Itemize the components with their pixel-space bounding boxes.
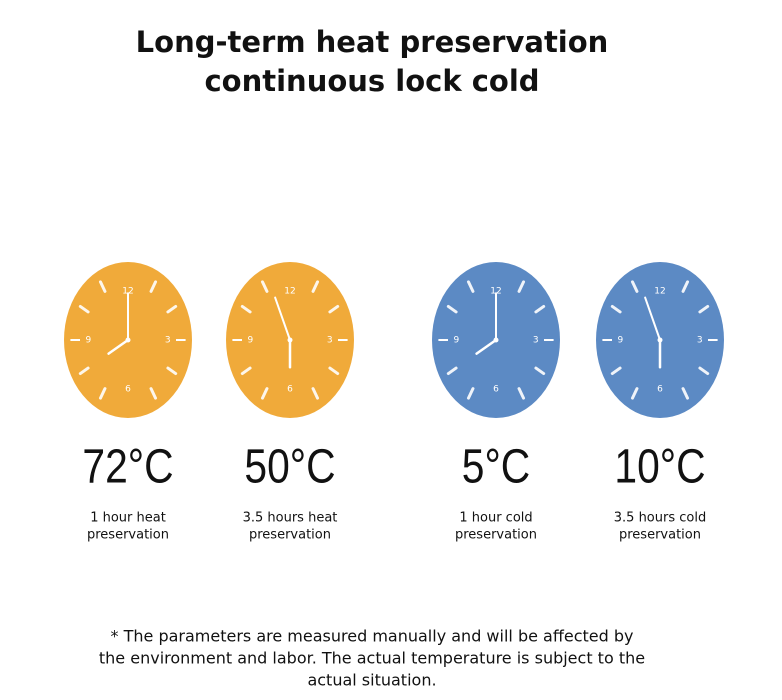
clock-tick: [681, 387, 690, 400]
clock-tick: [698, 366, 710, 376]
clock-tick: [149, 387, 158, 400]
clock-tick: [466, 387, 475, 400]
dial-number: 6: [657, 385, 663, 395]
temperature: 50°C: [244, 441, 335, 494]
clock-center: [287, 337, 293, 343]
clock-tick: [698, 304, 710, 314]
title-line: Long-term heat preservation: [136, 25, 609, 59]
dial-number: 9: [453, 336, 459, 346]
dial-number: 3: [697, 336, 703, 346]
clock-center: [125, 337, 131, 343]
clock-tick: [328, 366, 340, 376]
dial-number: 6: [287, 385, 293, 395]
hour-hand: [475, 338, 498, 355]
clock-tick: [98, 387, 107, 400]
clock-tick: [311, 387, 320, 400]
clock-tick: [260, 280, 269, 293]
dial-number: 12: [284, 286, 295, 296]
clock-tick: [166, 366, 178, 376]
clock-tick: [311, 280, 320, 293]
clock-tick: [78, 366, 90, 376]
clock-tick: [630, 387, 639, 400]
caption-line: preservation: [249, 528, 331, 543]
clock-tick: [78, 304, 90, 314]
caption-line: preservation: [619, 528, 701, 543]
clock-tick: [446, 304, 458, 314]
hour-hand: [107, 338, 130, 355]
temperature: 10°C: [614, 441, 705, 494]
dial-number: 6: [493, 385, 499, 395]
dial-number: 12: [654, 286, 665, 296]
dial-number: 12: [122, 286, 133, 296]
clock-tick: [98, 280, 107, 293]
footnote-line: actual situation.: [307, 671, 436, 690]
caption-line: 3.5 hours cold: [614, 511, 706, 526]
clock-center: [657, 337, 663, 343]
clock-tick: [534, 366, 546, 376]
clock-tick: [166, 304, 178, 314]
dial-number: 9: [617, 336, 623, 346]
dial-number: 6: [125, 385, 131, 395]
clock-tick: [328, 304, 340, 314]
clock-tick: [630, 280, 639, 293]
clock-tick: [260, 387, 269, 400]
minute-hand: [274, 296, 291, 341]
dial-number: 9: [85, 336, 91, 346]
title-line: continuous lock cold: [204, 64, 539, 98]
caption-line: preservation: [87, 528, 169, 543]
clock-tick: [610, 366, 622, 376]
minute-hand: [644, 296, 661, 341]
clock-tick: [149, 280, 158, 293]
clock-tick: [610, 304, 622, 314]
clock-tick: [517, 387, 526, 400]
dial-number: 3: [165, 336, 171, 346]
caption-line: 1 hour cold: [459, 511, 532, 526]
clock-tick: [466, 280, 475, 293]
dial-number: 9: [247, 336, 253, 346]
temperature: 5°C: [462, 441, 530, 494]
dial-number: 3: [533, 336, 539, 346]
footnote-line: * The parameters are measured manually a…: [111, 627, 634, 646]
clock-tick: [517, 280, 526, 293]
dial-number: 12: [490, 286, 501, 296]
clock-tick: [534, 304, 546, 314]
caption-line: preservation: [455, 528, 537, 543]
clock-tick: [446, 366, 458, 376]
clock-tick: [240, 304, 252, 314]
clock-center: [493, 337, 499, 343]
dial-number: 3: [327, 336, 333, 346]
clock-tick: [681, 280, 690, 293]
footnote-line: the environment and labor. The actual te…: [99, 649, 645, 668]
clock-tick: [240, 366, 252, 376]
caption-line: 1 hour heat: [90, 511, 166, 526]
temperature: 72°C: [82, 441, 173, 494]
caption-line: 3.5 hours heat: [243, 511, 338, 526]
